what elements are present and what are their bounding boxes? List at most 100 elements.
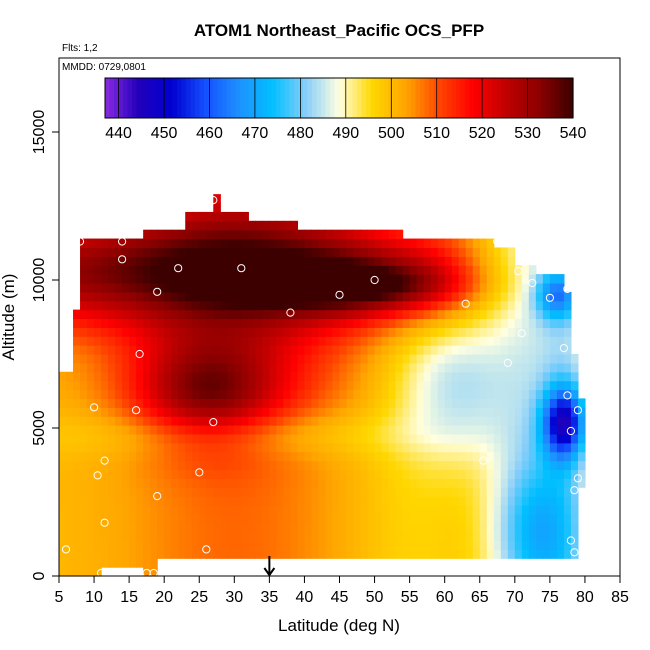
heatmap-cell: [283, 265, 292, 275]
heatmap-cell: [255, 265, 263, 275]
heatmap-cell: [143, 265, 151, 275]
heatmap-cell: [276, 362, 284, 373]
heatmap-cell: [311, 380, 320, 391]
heatmap-cell: [185, 274, 193, 284]
heatmap-cell: [486, 265, 495, 275]
heatmap-cell: [241, 460, 249, 471]
heatmap-cell: [360, 425, 369, 435]
heatmap-cell: [325, 345, 334, 355]
heatmap-cell: [185, 256, 193, 266]
heatmap-cell: [444, 274, 453, 284]
heatmap-cell: [248, 504, 256, 515]
heatmap-cell: [206, 380, 214, 391]
heatmap-cell: [283, 247, 292, 257]
heatmap-cell: [367, 229, 376, 240]
heatmap-cell: [416, 433, 425, 444]
heatmap-cell: [353, 345, 362, 355]
heatmap-cell: [465, 318, 474, 328]
heatmap-cell: [150, 398, 158, 408]
heatmap-cell: [409, 496, 418, 506]
heatmap-cell: [87, 309, 95, 320]
heatmap-cell: [556, 496, 565, 506]
heatmap-cell: [409, 504, 418, 515]
heatmap-cell: [255, 229, 263, 240]
heatmap-cell: [360, 247, 369, 257]
heatmap-cell: [521, 433, 530, 444]
heatmap-cell: [157, 416, 165, 426]
heatmap-cell: [549, 487, 558, 497]
heatmap-cell: [451, 380, 460, 391]
heatmap-cell: [451, 247, 460, 257]
heatmap-cell: [374, 309, 383, 320]
heatmap-cell: [80, 291, 88, 302]
heatmap-cell: [388, 256, 397, 266]
heatmap-cell: [108, 282, 116, 293]
heatmap-cell: [311, 282, 320, 293]
heatmap-cell: [535, 513, 544, 524]
heatmap-cell: [241, 371, 249, 382]
heatmap-cell: [234, 380, 242, 391]
heatmap-cell: [199, 433, 207, 444]
heatmap-cell: [192, 380, 200, 391]
heatmap-cell: [479, 362, 488, 373]
heatmap-cell: [206, 496, 214, 506]
heatmap-cell: [346, 354, 355, 364]
colorbar-swatch: [361, 78, 367, 118]
heatmap-cell: [269, 407, 277, 417]
heatmap-cell: [213, 229, 221, 240]
heatmap-cell: [388, 336, 397, 346]
heatmap-cell: [374, 291, 383, 302]
heatmap-cell: [87, 300, 95, 311]
heatmap-cell: [150, 247, 158, 257]
heatmap-cell: [360, 504, 369, 515]
heatmap-cell: [556, 425, 565, 435]
heatmap-cell: [416, 478, 425, 488]
heatmap-cell: [59, 433, 67, 444]
heatmap-cell: [388, 433, 397, 444]
heatmap-cell: [437, 380, 446, 391]
sample-marker: [209, 196, 218, 205]
heatmap-cell: [304, 425, 313, 435]
heatmap-cell: [101, 487, 109, 497]
heatmap-cell: [465, 274, 474, 284]
heatmap-cell: [220, 549, 228, 559]
heatmap-cell: [535, 549, 544, 559]
heatmap-cell: [304, 460, 313, 471]
heatmap-cell: [528, 362, 537, 373]
heatmap-cell: [122, 425, 130, 435]
heatmap-cell: [276, 478, 284, 488]
heatmap-cell: [423, 389, 432, 399]
heatmap-cell: [178, 256, 186, 266]
heatmap-cell: [486, 531, 495, 542]
heatmap-cell: [178, 300, 186, 311]
heatmap-cell: [136, 345, 144, 355]
heatmap-cell: [101, 513, 109, 524]
heatmap-cell: [157, 229, 165, 240]
heatmap-cell: [129, 425, 137, 435]
heatmap-cell: [570, 416, 579, 426]
heatmap-cell: [332, 451, 341, 462]
heatmap-cell: [374, 407, 383, 417]
heatmap-cell: [73, 362, 81, 373]
colorbar-swatch: [127, 78, 133, 118]
heatmap-cell: [87, 522, 95, 533]
heatmap-cell: [563, 407, 572, 417]
sample-marker: [195, 468, 204, 477]
heatmap-cell: [430, 549, 439, 559]
heatmap-cell: [199, 354, 207, 364]
heatmap-cell: [500, 247, 509, 257]
heatmap-cell: [255, 362, 263, 373]
heatmap-cell: [213, 380, 221, 391]
colorbar-swatch: [141, 78, 147, 118]
heatmap-cell: [542, 318, 551, 328]
heatmap-cell: [304, 282, 313, 293]
heatmap-cell: [73, 398, 81, 408]
heatmap-cell: [339, 300, 348, 311]
heatmap-cell: [409, 371, 418, 382]
heatmap-cell: [178, 345, 186, 355]
heatmap-cell: [493, 398, 502, 408]
heatmap-cell: [444, 291, 453, 302]
heatmap-cell: [500, 416, 509, 426]
heatmap-cell: [199, 442, 207, 453]
heatmap-cell: [528, 291, 537, 302]
